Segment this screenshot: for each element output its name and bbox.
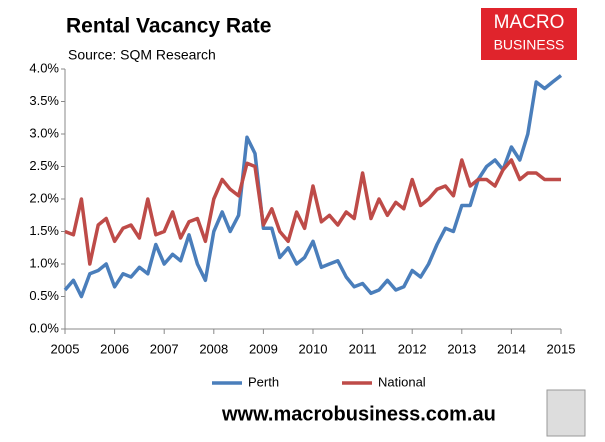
legend-label: Perth (248, 374, 279, 389)
y-tick-label: 2.0% (29, 190, 59, 205)
x-tick-label: 2007 (150, 341, 179, 356)
y-tick-label: 0.0% (29, 320, 59, 335)
logo-text: BUSINESS (494, 37, 565, 53)
x-tick-label: 2005 (51, 341, 80, 356)
y-tick-label: 3.0% (29, 125, 59, 140)
y-tick-label: 2.5% (29, 158, 59, 173)
logo-text: MACRO (494, 12, 565, 33)
logo-box (481, 8, 577, 60)
x-tick-label: 2013 (447, 341, 476, 356)
x-tick-label: 2011 (349, 341, 377, 356)
x-tick-label: 2014 (497, 341, 526, 356)
x-tick-label: 2006 (100, 341, 129, 356)
x-tick-label: 2008 (199, 341, 228, 356)
chart-title: Rental Vacancy Rate (66, 15, 271, 38)
y-tick-label: 1.0% (29, 255, 59, 270)
logo-icon (546, 389, 586, 437)
y-tick-label: 0.5% (29, 288, 59, 303)
data-line (64, 158, 561, 266)
y-tick-label: 4.0% (29, 60, 59, 75)
x-tick-label: 2015 (547, 341, 576, 356)
chart-subtitle: Source: SQM Research (68, 47, 216, 63)
y-tick-label: 1.5% (29, 223, 59, 238)
y-tick-label: 3.5% (29, 93, 59, 108)
legend-label: National (378, 374, 426, 389)
x-tick-label: 2012 (398, 341, 427, 356)
x-tick-label: 2009 (249, 341, 278, 356)
footer-url: www.macrobusiness.com.au (221, 403, 496, 425)
x-tick-label: 2010 (299, 341, 328, 356)
